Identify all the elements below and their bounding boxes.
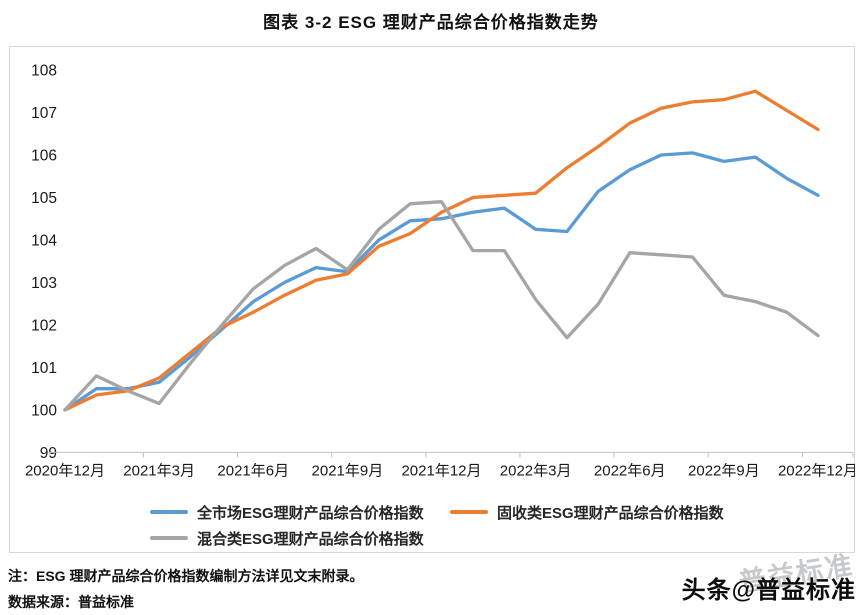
y-axis-label: 105: [31, 190, 57, 207]
legend-item-mixed: 混合类ESG理财产品综合价格指数: [150, 525, 450, 551]
x-axis-label: 2021年3月: [123, 462, 195, 479]
series-line-1: [63, 89, 820, 412]
y-axis-label: 103: [31, 275, 57, 292]
y-axis-label: 108: [31, 63, 57, 80]
legend-item-all-market: 全市场ESG理财产品综合价格指数: [150, 499, 450, 525]
legend-label-all-market: 全市场ESG理财产品综合价格指数: [197, 504, 424, 522]
x-axis-label: 2022年3月: [500, 462, 572, 479]
chart-container: 99 100 101 102 103 104 105 106 107 108 2020年12月 202…: [9, 46, 855, 553]
chart-canvas: 99 100 101 102 103 104 105 106 107 108 2020年12月 202…: [25, 63, 855, 480]
y-axis-label: 107: [31, 105, 57, 122]
source-text: 数据来源：普益标准: [8, 594, 134, 610]
legend-label-mixed: 混合类ESG理财产品综合价格指数: [197, 530, 424, 548]
y-axis-label: 106: [31, 147, 57, 164]
x-axis-label: 2021年6月: [217, 462, 289, 479]
chart-legend: 全市场ESG理财产品综合价格指数 固收类ESG理财产品综合价格指数 混合类ESG…: [150, 499, 810, 551]
y-axis-label: 102: [31, 317, 57, 334]
x-axis-label: 2022年12月: [778, 462, 855, 479]
legend-label-fixed-income: 固收类ESG理财产品综合价格指数: [497, 504, 724, 522]
legend-swatch-fixed-income: [450, 510, 488, 514]
watermark-front-text: 头条@普益标准: [681, 577, 856, 604]
legend-swatch-mixed: [150, 536, 188, 540]
x-axis-label: 2021年9月: [312, 462, 384, 479]
y-axis-label: 104: [31, 232, 57, 249]
x-axis-label: 2022年6月: [594, 462, 666, 479]
legend-swatch-all-market: [150, 510, 188, 514]
x-axis-label: 2021年12月: [401, 462, 481, 479]
series-line-0: [63, 151, 820, 412]
footnote-text: 注：ESG 理财产品综合价格指数编制方法详见文末附录。: [8, 568, 364, 584]
x-axis-label: 2022年9月: [688, 462, 760, 479]
y-axis-label: 100: [31, 402, 57, 419]
legend-item-fixed-income: 固收类ESG理财产品综合价格指数: [450, 499, 790, 525]
watermark: 普益标准 头条@普益标准: [600, 550, 860, 611]
x-axis-label: 2020年12月: [25, 462, 105, 479]
y-axis-label: 101: [31, 360, 57, 377]
y-axis-label: 99: [40, 445, 57, 462]
chart-title: 图表 3-2 ESG 理财产品综合价格指数走势: [263, 13, 599, 32]
series-line-2: [63, 200, 820, 412]
